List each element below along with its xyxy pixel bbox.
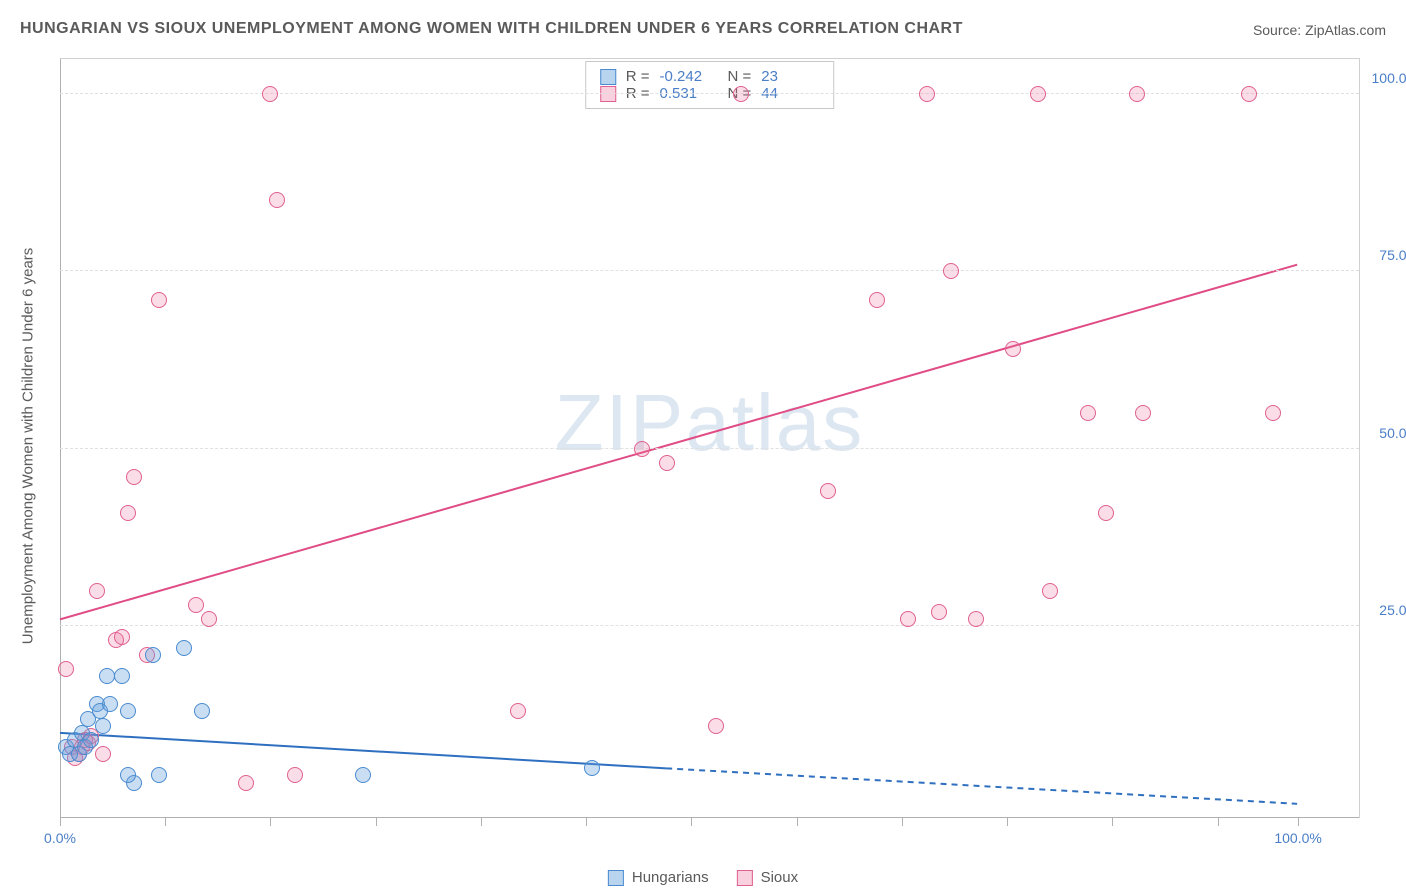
data-point bbox=[201, 611, 217, 627]
data-point bbox=[188, 597, 204, 613]
hungarians-swatch-icon bbox=[608, 870, 624, 886]
x-tick bbox=[481, 818, 482, 826]
legend-item-sioux: Sioux bbox=[737, 869, 799, 886]
data-point bbox=[943, 263, 959, 279]
data-point bbox=[126, 469, 142, 485]
x-tick bbox=[270, 818, 271, 826]
data-point bbox=[510, 703, 526, 719]
data-point bbox=[634, 441, 650, 457]
data-point bbox=[89, 583, 105, 599]
data-point bbox=[114, 629, 130, 645]
x-tick bbox=[1112, 818, 1113, 826]
gridline bbox=[60, 625, 1359, 626]
source-label: Source: bbox=[1253, 22, 1305, 38]
data-point bbox=[145, 647, 161, 663]
stats-row-hungarians: R = -0.242 N = 23 bbox=[600, 68, 820, 85]
data-point bbox=[1098, 505, 1114, 521]
x-tick bbox=[1298, 818, 1299, 826]
data-point bbox=[238, 775, 254, 791]
scatter-plot-area: ZIPatlas R = -0.242 N = 23 R = 0.531 N =… bbox=[60, 58, 1360, 818]
stat-r-label: R = bbox=[626, 68, 650, 85]
y-tick-label: 50.0% bbox=[1379, 425, 1406, 441]
data-point bbox=[919, 86, 935, 102]
data-point bbox=[58, 661, 74, 677]
x-tick bbox=[165, 818, 166, 826]
data-point bbox=[114, 668, 130, 684]
stat-r-value: -0.242 bbox=[660, 68, 718, 85]
x-tick bbox=[376, 818, 377, 826]
data-point bbox=[176, 640, 192, 656]
data-point bbox=[968, 611, 984, 627]
trend-lines bbox=[60, 59, 1359, 818]
data-point bbox=[659, 455, 675, 471]
data-point bbox=[151, 767, 167, 783]
legend-label: Hungarians bbox=[632, 869, 709, 886]
x-tick bbox=[1007, 818, 1008, 826]
source-value: ZipAtlas.com bbox=[1305, 22, 1386, 38]
data-point bbox=[99, 668, 115, 684]
data-point bbox=[708, 718, 724, 734]
gridline bbox=[60, 270, 1359, 271]
data-point bbox=[820, 483, 836, 499]
stat-n-label: N = bbox=[728, 68, 752, 85]
correlation-stats-box: R = -0.242 N = 23 R = 0.531 N = 44 bbox=[585, 61, 835, 109]
data-point bbox=[869, 292, 885, 308]
x-tick-label: 100.0% bbox=[1274, 830, 1321, 846]
chart-title: HUNGARIAN VS SIOUX UNEMPLOYMENT AMONG WO… bbox=[20, 20, 963, 38]
data-point bbox=[287, 767, 303, 783]
data-point bbox=[900, 611, 916, 627]
data-point bbox=[120, 505, 136, 521]
y-axis-label: Unemployment Among Women with Children U… bbox=[20, 248, 37, 645]
data-point bbox=[95, 718, 111, 734]
stat-n-value: 23 bbox=[761, 68, 819, 85]
x-tick-label: 0.0% bbox=[44, 830, 76, 846]
x-tick bbox=[586, 818, 587, 826]
data-point bbox=[584, 760, 600, 776]
y-tick-label: 25.0% bbox=[1379, 602, 1406, 618]
data-point bbox=[733, 86, 749, 102]
source-attribution: Source: ZipAtlas.com bbox=[1253, 22, 1386, 38]
legend-item-hungarians: Hungarians bbox=[608, 869, 709, 886]
x-tick bbox=[60, 818, 61, 826]
data-point bbox=[1030, 86, 1046, 102]
x-tick bbox=[1218, 818, 1219, 826]
data-point bbox=[83, 732, 99, 748]
y-tick-label: 75.0% bbox=[1379, 247, 1406, 263]
data-point bbox=[1265, 405, 1281, 421]
y-tick-label: 100.0% bbox=[1372, 70, 1406, 86]
sioux-swatch-icon bbox=[737, 870, 753, 886]
data-point bbox=[1135, 405, 1151, 421]
data-point bbox=[1241, 86, 1257, 102]
data-point bbox=[262, 86, 278, 102]
data-point bbox=[355, 767, 371, 783]
data-point bbox=[1005, 341, 1021, 357]
data-point bbox=[120, 767, 136, 783]
legend: Hungarians Sioux bbox=[608, 869, 798, 886]
data-point bbox=[151, 292, 167, 308]
x-tick bbox=[691, 818, 692, 826]
data-point bbox=[102, 696, 118, 712]
gridline bbox=[60, 448, 1359, 449]
data-point bbox=[1129, 86, 1145, 102]
legend-label: Sioux bbox=[761, 869, 799, 886]
data-point bbox=[95, 746, 111, 762]
data-point bbox=[269, 192, 285, 208]
x-tick bbox=[797, 818, 798, 826]
data-point bbox=[120, 703, 136, 719]
data-point bbox=[1080, 405, 1096, 421]
gridline bbox=[60, 93, 1359, 94]
x-tick bbox=[902, 818, 903, 826]
hungarians-swatch-icon bbox=[600, 69, 616, 85]
data-point bbox=[1042, 583, 1058, 599]
data-point bbox=[931, 604, 947, 620]
data-point bbox=[194, 703, 210, 719]
